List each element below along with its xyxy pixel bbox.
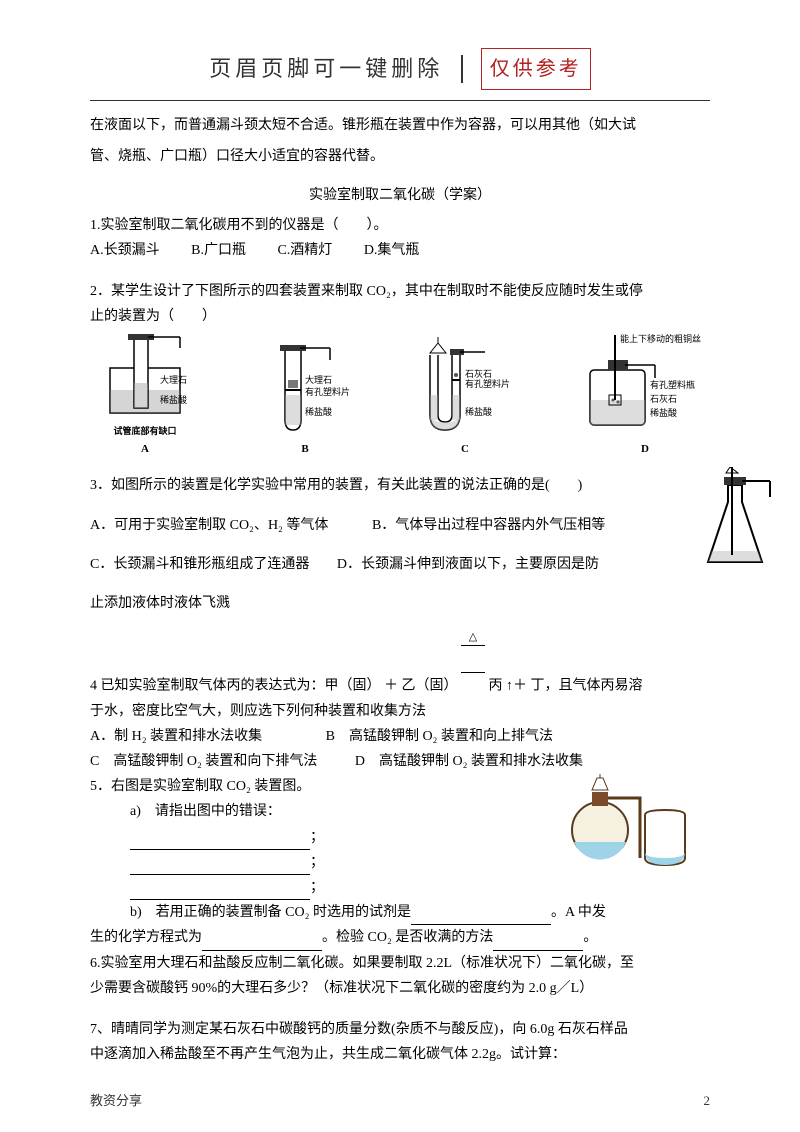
page-number: 2	[704, 1089, 711, 1112]
q2-fig-d: 能上下移动的粗铜丝 有孔塑料瓶 石灰石 稀盐酸 D	[580, 330, 710, 460]
q6-line2: 少需要含碳酸钙 90%的大理石多少？（标准状况下二氧化碳的密度约为 2.0 g／…	[90, 976, 710, 1001]
q2-d-label: D	[580, 440, 710, 460]
co2-apparatus-icon	[560, 774, 710, 870]
q4-line1b: 丙 ↑＋ 丁，且气体丙易溶	[489, 678, 643, 693]
q2-stem-1: 2．某学生设计了下图所示的四套装置来制取 CO₂，其中在制取时不能使反应随时发生…	[90, 279, 710, 304]
q2-c-label: C	[410, 440, 520, 460]
q7-line1: 7、晴晴同学为测定某石灰石中碳酸钙的质量分数(杂质不与酸反应)，向 6.0g 石…	[90, 1017, 710, 1042]
svg-text:稀盐酸: 稀盐酸	[160, 394, 187, 405]
q1-opt-b: B.广口瓶	[191, 243, 246, 258]
q2-stem-2: 止的装置为（ ）	[90, 304, 710, 329]
intro-line-1: 在液面以下，而普通漏斗颈太短不合适。锥形瓶在装置中作为容器，可以用其他（如大试	[90, 113, 710, 138]
q5-b5: 。	[583, 930, 597, 945]
q3-row-ab: A．可用于实验室制取 CO₂、H₂ 等气体 B．气体导出过程中容器内外气压相等	[90, 513, 710, 538]
q3-row-cd: C．长颈漏斗和锥形瓶组成了连通器 D．长颈漏斗伸到液面以下，主要原因是防	[90, 552, 710, 577]
q3-stem: 3．如图所示的装置是化学实验中常用的装置，有关此装置的说法正确的是( )	[90, 473, 710, 498]
q4-opt-c: C 高锰酸钾制 O₂ 装置和向下排气法	[90, 754, 317, 769]
svg-text:石灰石: 石灰石	[465, 368, 492, 379]
q6-line1: 6.实验室用大理石和盐酸反应制二氧化碳。如果要制取 2.2L（标准状况下）二氧化…	[90, 951, 710, 976]
q5-b: b) 若用正确的装置制备 CO₂ 时选用的试剂是 。A 中发	[90, 900, 710, 925]
q4-opt-a: A．制 H₂ 装置和排水法收集	[90, 729, 262, 744]
header-title: 页眉页脚可一键删除	[209, 49, 443, 89]
header-divider	[461, 55, 463, 83]
q5-blank-3: ；	[90, 875, 710, 900]
svg-text:大理石: 大理石	[305, 374, 332, 385]
q2-b-label: B	[260, 440, 350, 460]
q2-a-label: A	[90, 440, 200, 460]
q2-figures: 大理石 稀盐酸 试管底部有缺口 A 大理石 有孔塑料片 稀盐酸 B	[90, 339, 710, 459]
q4-line1: 4 已知实验室制取气体丙的表达式为：甲（固） ＋ 乙（固） △ 丙 ↑＋ 丁，且…	[90, 626, 710, 699]
q4-row-ab: A．制 H₂ 装置和排水法收集 B 高锰酸钾制 O₂ 装置和向上排气法	[90, 724, 710, 749]
q5-b4: 。检验 CO₂ 是否收满的方法	[322, 930, 493, 945]
svg-text:有孔塑料瓶: 有孔塑料瓶	[650, 379, 695, 390]
svg-text:稀盐酸: 稀盐酸	[650, 407, 677, 418]
svg-text:能上下移动的粗铜丝: 能上下移动的粗铜丝	[620, 333, 701, 344]
q1-opt-c: C.酒精灯	[277, 243, 332, 258]
q7-line2: 中逐滴加入稀盐酸至不再产生气泡为止，共生成二氧化碳气体 2.2g。试计算：	[90, 1042, 710, 1067]
q4-opt-b: B 高锰酸钾制 O₂ 装置和向上排气法	[326, 729, 553, 744]
svg-text:稀盐酸: 稀盐酸	[465, 406, 492, 417]
q5-b-cont: 生的化学方程式为 。检验 CO₂ 是否收满的方法 。	[90, 925, 710, 950]
svg-text:稀盐酸: 稀盐酸	[305, 406, 332, 417]
q3-opt-d: D．长颈漏斗伸到液面以下，主要原因是防	[337, 557, 599, 572]
q5-block: 5．右图是实验室制取 CO₂ 装置图。 a) 请指出图中的错误： ； ； ； b…	[90, 774, 710, 950]
q4-opt-d: D 高锰酸钾制 O₂ 装置和排水法收集	[355, 754, 583, 769]
section-title: 实验室制取二氧化碳（学案）	[90, 183, 710, 208]
q3-opt-b: B．气体导出过程中容器内外气压相等	[372, 518, 605, 533]
u-tube-icon: 石灰石 有孔塑料片 稀盐酸	[410, 335, 520, 440]
page-header: 页眉页脚可一键删除 仅供参考	[90, 0, 710, 101]
q4-row-cd: C 高锰酸钾制 O₂ 装置和向下排气法 D 高锰酸钾制 O₂ 装置和排水法收集	[90, 749, 710, 774]
svg-text:石灰石: 石灰石	[650, 393, 677, 404]
q4-line2: 于水，密度比空气大，则应选下列何种装置和收集方法	[90, 699, 710, 724]
svg-text:大理石: 大理石	[160, 374, 187, 385]
bottle-wire-icon: 能上下移动的粗铜丝 有孔塑料瓶 石灰石 稀盐酸	[580, 330, 710, 440]
q2-fig-b: 大理石 有孔塑料片 稀盐酸 B	[260, 335, 350, 460]
footer-left: 教资分享	[90, 1089, 142, 1112]
q3-opt-d2: 止添加液体时液体飞溅	[90, 591, 710, 616]
q5-b2: 。A 中发	[551, 905, 606, 920]
reference-stamp: 仅供参考	[481, 48, 591, 90]
q2-fig-a: 大理石 稀盐酸 试管底部有缺口 A	[90, 328, 200, 459]
q5-b3: 生的化学方程式为	[90, 930, 202, 945]
q2-a-extra: 试管底部有缺口	[90, 423, 200, 439]
q5-b1: b) 若用正确的装置制备 CO₂ 时选用的试剂是	[130, 905, 411, 920]
page-footer: 教资分享 2	[90, 1089, 710, 1112]
q2-fig-c: 石灰石 有孔塑料片 稀盐酸 C	[410, 335, 520, 460]
beaker-tube-icon: 大理石 稀盐酸	[90, 328, 200, 423]
q3-opt-c: C．长颈漏斗和锥形瓶组成了连通器	[90, 557, 309, 572]
reaction-arrow-icon: △	[461, 626, 485, 699]
intro-line-2: 管、烧瓶、广口瓶）口径大小适宜的容器代替。	[90, 144, 710, 169]
q1-options: A.长颈漏斗 B.广口瓶 C.酒精灯 D.集气瓶	[90, 238, 710, 263]
page-content: 在液面以下，而普通漏斗颈太短不合适。锥形瓶在装置中作为容器，可以用其他（如大试 …	[90, 101, 710, 1067]
q1-opt-d: D.集气瓶	[364, 243, 420, 258]
tube-plate-icon: 大理石 有孔塑料片 稀盐酸	[260, 335, 350, 440]
q3-opt-a: A．可用于实验室制取 CO₂、H₂ 等气体	[90, 518, 328, 533]
q3-block: 3．如图所示的装置是化学实验中常用的装置，有关此装置的说法正确的是( ) A．可…	[90, 473, 710, 616]
q4-line1a: 4 已知实验室制取气体丙的表达式为：甲（固） ＋ 乙（固）	[90, 678, 458, 693]
q1-stem: 1.实验室制取二氧化碳用不到的仪器是（ ）。	[90, 213, 710, 238]
conical-flask-icon	[700, 467, 780, 577]
svg-text:有孔塑料片: 有孔塑料片	[465, 378, 510, 389]
q1-opt-a: A.长颈漏斗	[90, 243, 160, 258]
svg-text:有孔塑料片: 有孔塑料片	[305, 386, 350, 397]
